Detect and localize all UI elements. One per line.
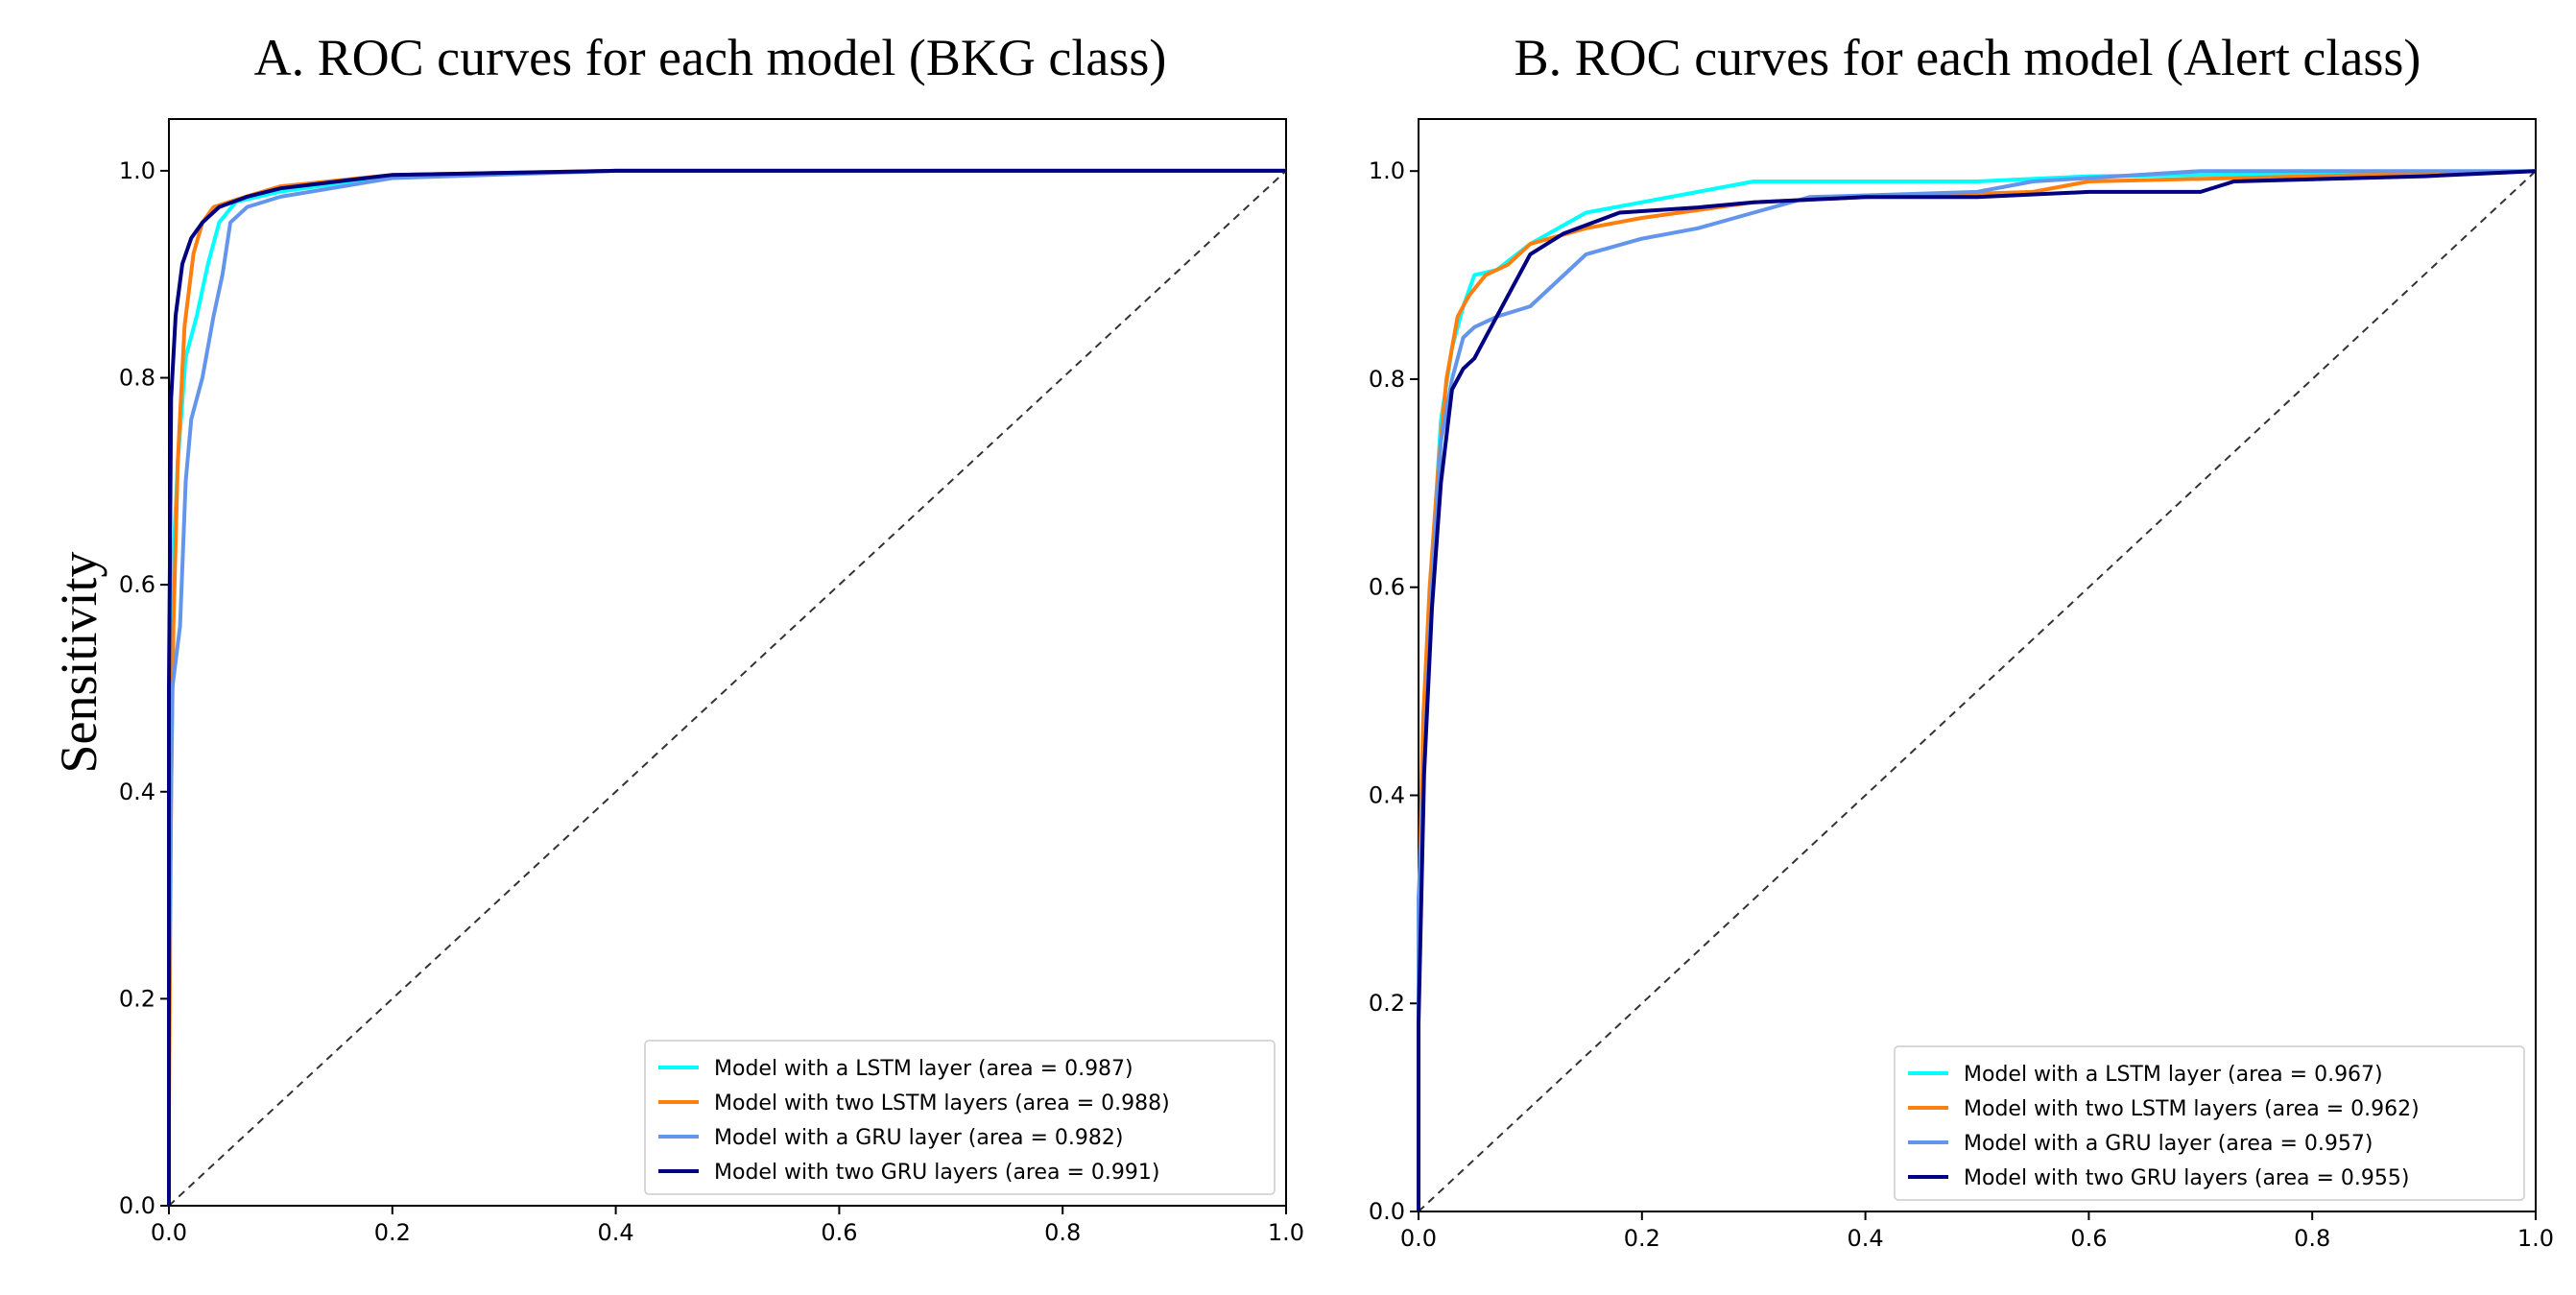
- panel-a-legend-label-2: Model with two LSTM layers (area = 0.988…: [714, 1091, 1170, 1115]
- panel-b-xtick-label: 0.2: [1624, 1225, 1660, 1252]
- panel-b-ytick-label: 0.4: [1369, 781, 1405, 808]
- panel-b-xtick-label: 1.0: [2517, 1225, 2554, 1252]
- panel-b-series-line-4: [1417, 169, 2537, 1211]
- panel-b-ytick-label: 0.8: [1369, 366, 1405, 393]
- panel-a-ytick-label: 0.0: [119, 1192, 155, 1219]
- panel-b-legend-label-4: Model with two GRU layers (area = 0.955): [1964, 1166, 2410, 1190]
- panel-a-legend: Model with a LSTM layer (area = 0.987) Mo…: [644, 1040, 1276, 1195]
- panel-b-xtick-label: 0.8: [2294, 1225, 2330, 1252]
- panel-b-legend-label-3: Model with a GRU layer (area = 0.957): [1964, 1132, 2373, 1156]
- panel-a-ytick-label: 0.6: [119, 571, 155, 598]
- panel-b-xtick-label: 0.0: [1400, 1225, 1437, 1252]
- panel-b-series-line-2: [1417, 169, 2537, 1211]
- panel-b-legend-label-1: Model with a LSTM layer (area = 0.967): [1964, 1063, 2383, 1087]
- panel-b-legend-box: [1894, 1045, 2525, 1201]
- panel-b-ytick-label: 0.0: [1369, 1198, 1405, 1225]
- panel-b-xtick-label: 0.6: [2070, 1225, 2107, 1252]
- panel-b-ytick-label: 0.2: [1369, 990, 1405, 1017]
- panel-a-chance-line: [168, 170, 1287, 1207]
- y-axis-label: Sensitivity: [50, 551, 107, 773]
- panel-a-legend-label-3: Model with a GRU layer (area = 0.982): [714, 1126, 1123, 1150]
- panel-b-legend-label-2: Model with two LSTM layers (area = 0.962…: [1964, 1097, 2420, 1121]
- panel-a-series-line-4: [167, 168, 1286, 1206]
- panel-a-series-line-3: [167, 168, 1286, 1206]
- panel-a-ytick-label: 0.4: [119, 779, 155, 805]
- panel-a-ytick-label: 0.2: [119, 985, 155, 1012]
- panel-b-ytick-label: 0.6: [1369, 574, 1405, 601]
- panel-a-legend-label-4: Model with two GRU layers (area = 0.991): [714, 1161, 1160, 1185]
- panel-a-legend-box: [644, 1040, 1276, 1195]
- panel-a-legend-label-1: Model with a LSTM layer (area = 0.987): [714, 1057, 1133, 1081]
- panel-b-xtick-label: 0.4: [1848, 1225, 1884, 1252]
- panel-a-bkg: A. ROC curves for each model (BKG class)…: [119, 29, 1304, 1246]
- panel-b-ytick-label: 1.0: [1369, 157, 1405, 184]
- panel-a-xtick-label: 0.8: [1044, 1219, 1081, 1246]
- panel-a-ytick-label: 0.8: [119, 365, 155, 392]
- panel-a-xtick-label: 0.4: [598, 1219, 634, 1246]
- panel-b-legend: Model with a LSTM layer (area = 0.967) Mo…: [1894, 1045, 2525, 1201]
- panel-b-title: B. ROC curves for each model (Alert clas…: [1515, 29, 2421, 86]
- panel-a-xtick-label: 1.0: [1268, 1219, 1304, 1246]
- panel-b-plot-area: [1418, 118, 2537, 1212]
- panel-a-ytick-label: 1.0: [119, 157, 155, 184]
- panel-b-alert: B. ROC curves for each model (Alert clas…: [1369, 29, 2554, 1252]
- panel-a-xtick-label: 0.0: [151, 1219, 187, 1246]
- panel-a-xtick-label: 0.6: [821, 1219, 857, 1246]
- panel-a-title: A. ROC curves for each model (BKG class): [254, 29, 1167, 86]
- panel-a-xtick-label: 0.2: [374, 1219, 411, 1246]
